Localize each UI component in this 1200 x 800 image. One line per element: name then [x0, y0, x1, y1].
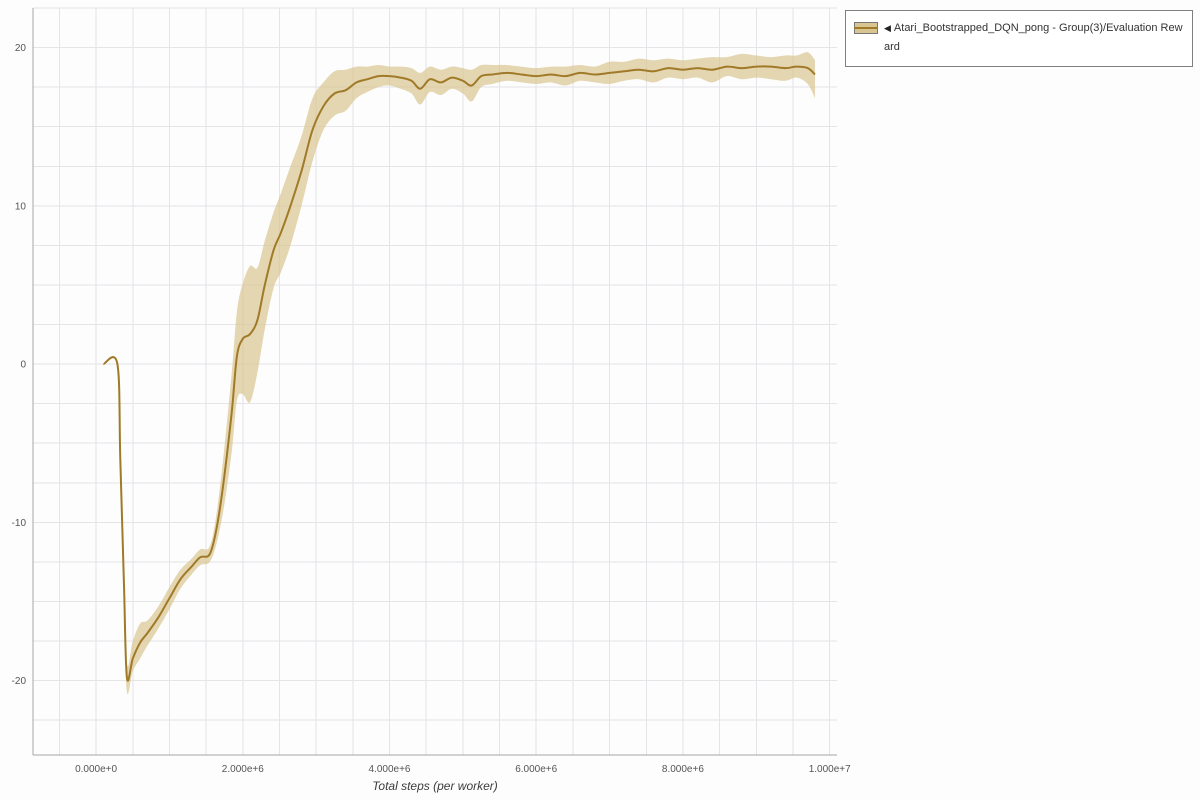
- x-tick-label: 4.000e+6: [369, 764, 411, 775]
- x-tick-label: 6.000e+6: [515, 764, 557, 775]
- x-axis-label: Total steps (per worker): [372, 779, 498, 793]
- x-tick-labels: 0.000e+0 2.000e+6 4.000e+6 6.000e+6 8.000e+6…: [75, 764, 851, 775]
- y-tick-label: -20: [12, 676, 27, 687]
- y-tick-labels: -20 -10 0 10 20: [12, 43, 27, 687]
- y-tick-label: 20: [15, 43, 27, 54]
- y-tick-label: -10: [12, 518, 27, 529]
- y-tick-label: 10: [15, 201, 27, 212]
- legend-label: ◀ Atari_Bootstrapped_DQN_pong - Group(3)/…: [884, 19, 1184, 58]
- legend-box[interactable]: ◀ Atari_Bootstrapped_DQN_pong - Group(3)/…: [845, 10, 1193, 67]
- x-tick-label: 0.000e+0: [75, 764, 117, 775]
- axes: [32, 8, 837, 756]
- collapse-triangle-icon[interactable]: ◀: [884, 23, 891, 33]
- x-tick-label: 1.000e+7: [809, 764, 851, 775]
- series-line: [102, 65, 816, 682]
- x-tick-label: 8.000e+6: [662, 764, 704, 775]
- y-tick-label: 0: [20, 360, 26, 371]
- grid-layer: [33, 7, 837, 755]
- x-tick-label: 2.000e+6: [222, 764, 264, 775]
- legend-series-name: Atari_Bootstrapped_DQN_pong - Group(3)/E…: [884, 22, 1183, 54]
- legend-swatch-icon: [854, 22, 878, 34]
- series-confidence-band: [103, 52, 815, 695]
